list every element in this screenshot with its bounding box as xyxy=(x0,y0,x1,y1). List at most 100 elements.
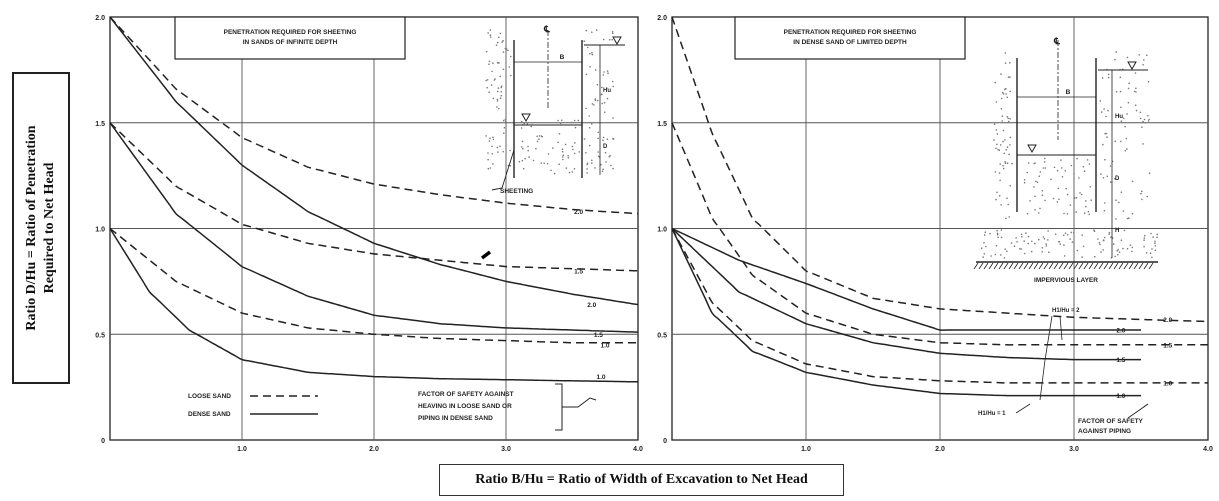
y-tick-label: 1.5 xyxy=(95,121,105,128)
soil-speckle xyxy=(1107,76,1110,79)
soil-speckle xyxy=(1004,161,1006,163)
soil-speckle xyxy=(1089,186,1091,188)
soil-speckle xyxy=(1069,204,1072,206)
soil-speckle xyxy=(985,245,987,248)
soil-speckle xyxy=(588,127,591,129)
water-level-icon xyxy=(1127,61,1137,71)
soil-speckle xyxy=(1146,54,1148,56)
soil-speckle xyxy=(601,93,603,95)
soil-speckle xyxy=(1119,90,1122,93)
soil-speckle xyxy=(501,41,504,43)
soil-speckle xyxy=(496,41,499,44)
curve-label: 1.5 xyxy=(574,268,583,275)
soil-speckle xyxy=(1126,148,1128,150)
soil-speckle xyxy=(1073,172,1075,175)
y-tick-label: 1.0 xyxy=(95,227,105,234)
soil-speckle xyxy=(1135,91,1137,93)
soil-speckle xyxy=(1109,181,1112,183)
soil-speckle xyxy=(1106,136,1108,138)
soil-speckle xyxy=(1127,87,1130,90)
soil-speckle xyxy=(589,52,591,55)
soil-speckle xyxy=(1047,230,1049,232)
soil-speckle xyxy=(1141,190,1143,193)
soil-speckle xyxy=(1034,209,1036,211)
soil-speckle xyxy=(583,40,585,42)
origin-label: 0 xyxy=(101,438,105,445)
soil-speckle xyxy=(502,68,505,71)
curve-label: 2.0 xyxy=(587,302,596,309)
soil-speckle xyxy=(1148,172,1151,174)
soil-speckle xyxy=(492,136,494,139)
x-axis-label: Ratio B/Hu = Ratio of Width of Excavatio… xyxy=(475,472,808,487)
soil-speckle xyxy=(1131,250,1133,253)
x-tick-label: 1.0 xyxy=(237,446,247,453)
soil-speckle xyxy=(522,167,525,170)
soil-speckle xyxy=(1005,217,1007,220)
soil-speckle xyxy=(552,147,554,149)
soil-speckle xyxy=(1115,90,1118,93)
soil-speckle xyxy=(488,60,491,63)
soil-speckle xyxy=(1108,231,1111,234)
soil-speckle xyxy=(586,163,588,166)
y-axis-label: Ratio D/Hu = Ratio of Penetration Requir… xyxy=(23,78,59,378)
soil-speckle xyxy=(1056,169,1059,172)
hh-leader xyxy=(1059,315,1063,341)
soil-speckle xyxy=(1007,76,1010,78)
series-line-solid xyxy=(109,228,639,383)
centerline-symbol: ℄ xyxy=(543,24,550,34)
soil-speckle xyxy=(560,119,563,122)
soil-speckle xyxy=(1000,97,1003,100)
hatch-mark xyxy=(1028,262,1034,270)
soil-speckle xyxy=(492,138,495,141)
soil-speckle xyxy=(604,151,607,154)
soil-speckle xyxy=(591,103,594,105)
soil-speckle xyxy=(564,143,567,146)
soil-speckle xyxy=(577,119,580,122)
soil-speckle xyxy=(1109,165,1112,167)
soil-speckle xyxy=(538,138,540,140)
soil-speckle xyxy=(1015,237,1017,239)
hatch-mark xyxy=(1008,262,1014,270)
soil-speckle xyxy=(1118,201,1120,204)
hatch-mark xyxy=(1073,262,1079,270)
soil-speckle xyxy=(1023,181,1026,184)
soil-speckle xyxy=(1009,62,1011,64)
hatch-mark xyxy=(1133,262,1139,270)
soil-speckle xyxy=(1061,176,1064,178)
series-line-solid xyxy=(109,16,639,306)
soil-speckle xyxy=(1117,115,1120,117)
soil-speckle xyxy=(1104,132,1106,135)
soil-speckle xyxy=(1119,76,1122,79)
soil-speckle xyxy=(524,157,526,160)
soil-speckle xyxy=(573,168,576,170)
soil-speckle xyxy=(1149,252,1152,254)
soil-speckle xyxy=(499,97,502,99)
soil-speckle xyxy=(499,145,501,148)
soil-speckle xyxy=(1142,120,1144,123)
soil-speckle xyxy=(573,119,576,122)
soil-speckle xyxy=(591,159,593,162)
soil-speckle xyxy=(496,100,499,102)
soil-speckle xyxy=(491,153,494,155)
soil-speckle xyxy=(998,195,1001,197)
soil-speckle xyxy=(1034,195,1036,198)
soil-speckle xyxy=(591,123,593,125)
soil-speckle xyxy=(497,87,500,89)
chart-title-line: IN SANDS OF INFINITE DEPTH xyxy=(243,39,338,46)
annotation-line: FACTOR OF SAFETY AGAINST xyxy=(418,391,514,398)
soil-speckle xyxy=(500,86,503,89)
hatch-mark xyxy=(1033,262,1039,270)
soil-speckle xyxy=(1090,199,1092,201)
soil-speckle xyxy=(487,158,489,161)
soil-speckle xyxy=(502,150,505,153)
soil-speckle xyxy=(1139,111,1142,114)
soil-speckle xyxy=(993,123,996,125)
soil-speckle xyxy=(1147,80,1150,83)
soil-speckle xyxy=(493,79,496,81)
x-tick-label: 2.0 xyxy=(935,446,945,453)
soil-speckle xyxy=(583,138,586,140)
soil-speckle xyxy=(1131,246,1134,249)
soil-speckle xyxy=(998,172,1001,174)
callout-impervious-layer: IMPERVIOUS LAYER xyxy=(1034,277,1098,284)
soil-speckle xyxy=(595,29,598,31)
